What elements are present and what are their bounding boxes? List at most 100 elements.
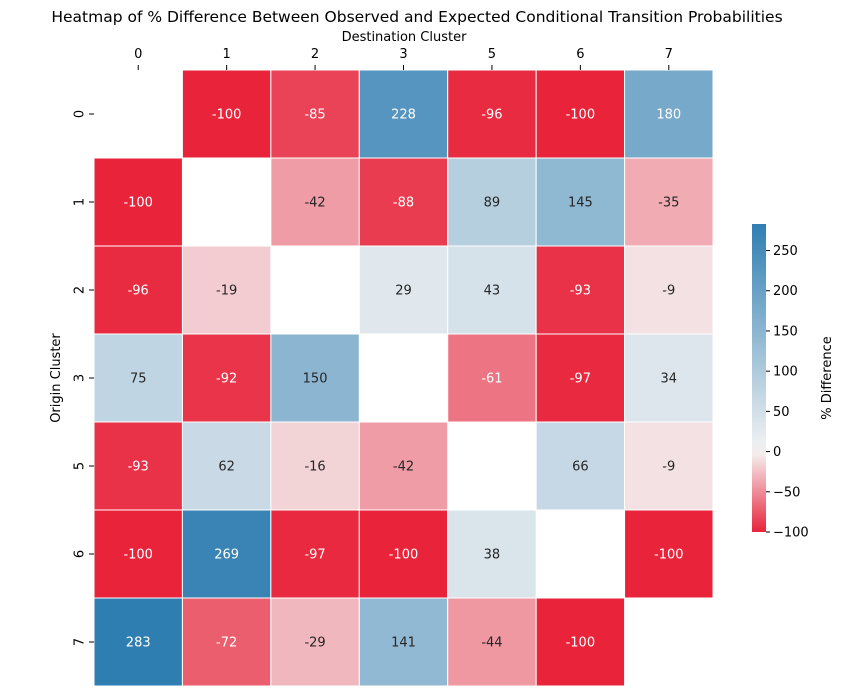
- heatmap-cell: [93, 333, 183, 423]
- heatmap-cell: [93, 597, 183, 687]
- x-tick-label: 0: [134, 47, 142, 62]
- heatmap-cell: [270, 333, 360, 423]
- cell-value-label: 66: [572, 460, 589, 475]
- heatmap-cell: [358, 245, 449, 335]
- heatmap-cell: [93, 509, 183, 599]
- cell-value-label: -100: [212, 108, 242, 123]
- heatmap-cell: [624, 245, 714, 335]
- cell-value-label: 43: [484, 284, 501, 299]
- heatmap-cell: [270, 69, 360, 159]
- heatmap-cell: [535, 69, 626, 159]
- cell-value-label: -44: [481, 636, 502, 651]
- cell-value-label: -85: [304, 108, 325, 123]
- x-tick-label: 3: [399, 47, 407, 62]
- colorbar-tick-label: 200: [773, 284, 798, 299]
- cell-value-label: -96: [128, 284, 149, 299]
- colorbar-tick-label: −50: [773, 485, 800, 500]
- heatmap-cell: [447, 597, 537, 687]
- heatmap-cell: [270, 157, 360, 247]
- y-axis-label: Origin Cluster: [49, 333, 64, 423]
- y-tick-label: 0: [73, 110, 88, 118]
- heatmap-cell: [181, 245, 272, 335]
- cell-value-label: -100: [566, 636, 596, 651]
- y-tick-label: 1: [73, 198, 88, 206]
- x-tick-label: 7: [665, 47, 673, 62]
- cell-value-label: -9: [662, 460, 675, 475]
- cell-value-label: -100: [566, 108, 596, 123]
- y-tick-label: 7: [73, 638, 88, 646]
- colorbar-tick-label: 250: [773, 244, 798, 259]
- cell-value-label: 283: [126, 636, 151, 651]
- chart-title: Heatmap of % Difference Between Observed…: [51, 8, 782, 26]
- y-axis-ticks: 0 1 2 3 5 6 7: [73, 110, 94, 646]
- heatmap-cell: [535, 421, 626, 511]
- heatmap-cell: [447, 157, 537, 247]
- cell-value-label: 145: [568, 196, 593, 211]
- cell-value-label: -42: [304, 196, 325, 211]
- cell-value-label: 38: [484, 548, 501, 563]
- cell-value-label: 75: [130, 372, 147, 387]
- cell-value-label: 228: [391, 108, 416, 123]
- heatmap-cell: [624, 69, 714, 159]
- heatmap-cell: [358, 421, 449, 511]
- cell-value-label: -100: [389, 548, 419, 563]
- cell-value-label: 29: [395, 284, 412, 299]
- cell-value-label: -100: [123, 196, 153, 211]
- colorbar-tick-label: −100: [773, 526, 809, 541]
- cell-value-label: 180: [656, 108, 681, 123]
- heatmap-cell: [624, 333, 714, 423]
- cell-value-label: 269: [214, 548, 239, 563]
- cell-value-label: -72: [216, 636, 237, 651]
- heatmap-cell: [447, 69, 537, 159]
- x-axis-label: Destination Cluster: [342, 30, 468, 45]
- cell-value-label: 141: [391, 636, 416, 651]
- heatmap-cell: [447, 333, 537, 423]
- cell-value-label: -9: [662, 284, 675, 299]
- colorbar-label: % Difference: [820, 336, 835, 420]
- heatmap-cell: [181, 333, 272, 423]
- cell-value-label: -61: [481, 372, 502, 387]
- cell-value-label: 62: [218, 460, 235, 475]
- cell-value-label: -16: [304, 460, 325, 475]
- x-tick-label: 2: [311, 47, 319, 62]
- cell-value-label: -97: [304, 548, 325, 563]
- y-tick-label: 5: [73, 462, 88, 470]
- cell-value-label: -100: [123, 548, 153, 563]
- heatmap-cell: [181, 69, 272, 159]
- colorbar: [752, 224, 766, 532]
- heatmap-cell: [358, 597, 449, 687]
- heatmap-cell: [181, 597, 272, 687]
- heatmap-cell: [624, 509, 714, 599]
- x-tick-label: 6: [576, 47, 584, 62]
- heatmap-cells: -100 -85 228 -96 -100 180 -100 -42 -88 89 145 -35 -9…: [93, 69, 714, 687]
- cell-value-label: 34: [661, 372, 678, 387]
- cell-value-label: -100: [654, 548, 684, 563]
- cell-value-label: -92: [216, 372, 237, 387]
- heatmap-cell: [447, 245, 537, 335]
- heatmap-cell: [270, 597, 360, 687]
- cell-value-label: -93: [128, 460, 149, 475]
- cell-value-label: -19: [216, 284, 237, 299]
- cell-value-label: -96: [481, 108, 502, 123]
- heatmap-cell: [270, 421, 360, 511]
- heatmap-cell: [93, 421, 183, 511]
- cell-value-label: 89: [484, 196, 501, 211]
- x-axis-ticks: 0 1 2 3 5 6 7: [134, 47, 673, 70]
- heatmap-cell: [535, 597, 626, 687]
- cell-value-label: -88: [393, 196, 414, 211]
- heatmap-cell: [624, 421, 714, 511]
- colorbar-tick-label: 50: [773, 405, 790, 420]
- heatmap-cell: [447, 509, 537, 599]
- y-tick-label: 6: [73, 550, 88, 558]
- cell-value-label: -42: [393, 460, 414, 475]
- cell-value-label: -29: [304, 636, 325, 651]
- cell-value-label: -35: [658, 196, 679, 211]
- colorbar-tick-label: 0: [773, 445, 781, 460]
- heatmap-cell: [535, 245, 626, 335]
- x-tick-label: 1: [223, 47, 231, 62]
- cell-value-label: -93: [570, 284, 591, 299]
- x-tick-label: 5: [488, 47, 496, 62]
- y-tick-label: 3: [73, 374, 88, 382]
- colorbar-tick-label: 150: [773, 324, 798, 339]
- heatmap-cell: [535, 333, 626, 423]
